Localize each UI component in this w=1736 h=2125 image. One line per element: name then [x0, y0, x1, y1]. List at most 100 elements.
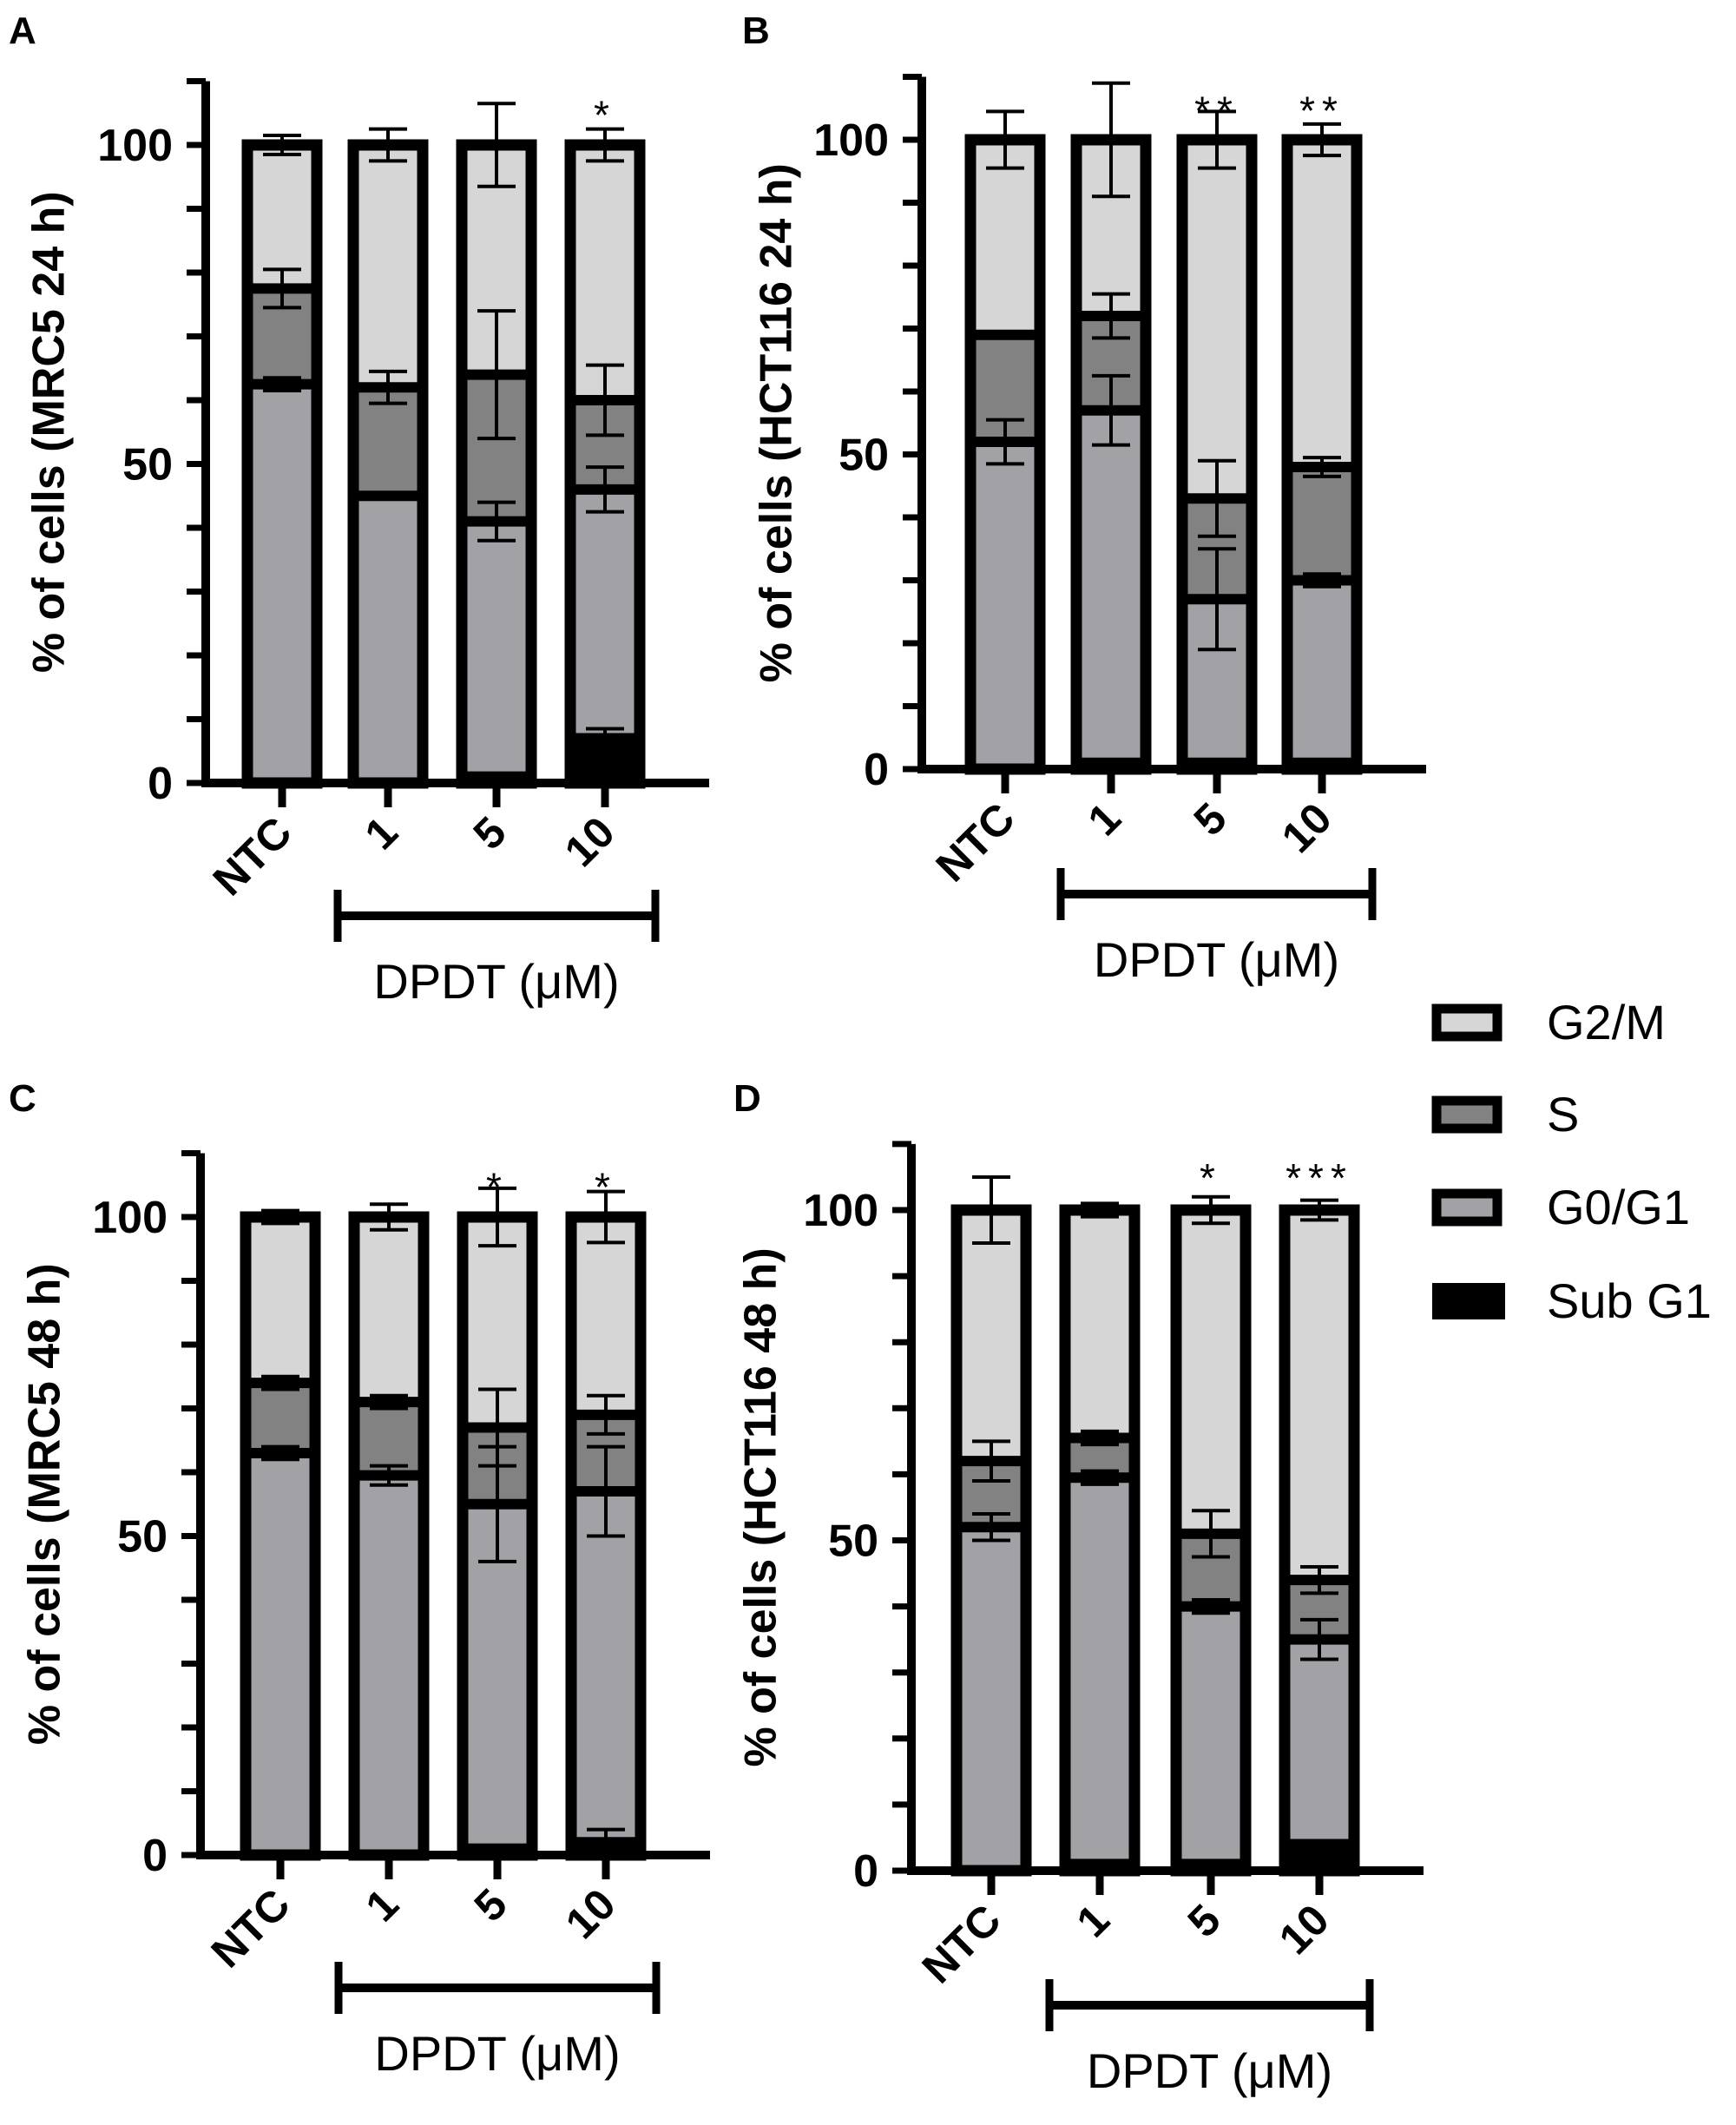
x-axis-title: DPDT (μM)	[1094, 932, 1339, 987]
bar-segment-g2-m	[354, 1217, 424, 1403]
bar-segment-g0-g1	[1076, 410, 1146, 763]
y-tick-label: 50	[117, 1512, 168, 1562]
y-axis-title: % of cells (MRC5 24 h)	[24, 191, 75, 673]
bar-10	[565, 1189, 647, 1861]
legend-label: G0/G1	[1547, 1180, 1690, 1234]
bar-5	[1170, 1194, 1252, 1877]
bar-segment-g2-m	[246, 1217, 315, 1384]
bar-segment-g2-m	[1065, 1210, 1134, 1438]
bar-segment-g2-m	[1285, 1210, 1354, 1581]
y-tick-label: 50	[838, 431, 889, 481]
significance-marker: *	[594, 93, 616, 138]
legend-label: S	[1547, 1087, 1579, 1141]
bar-segment-g2-m	[570, 145, 640, 400]
bar-1	[348, 1202, 430, 1861]
bar-10	[1281, 122, 1363, 775]
x-tick-label: NTC	[204, 807, 301, 905]
significance-marker: *	[486, 1165, 509, 1210]
x-tick-label: 10	[1270, 1895, 1338, 1964]
bar-segment-g0-g1	[246, 1452, 315, 1852]
x-axis-title: DPDT (μM)	[374, 2026, 620, 2081]
bar-5	[457, 1186, 538, 1861]
bar-NTC	[241, 133, 323, 789]
y-tick-label: 100	[813, 115, 889, 166]
bar-segment-g2-m	[957, 1210, 1026, 1462]
bar-1	[1070, 81, 1152, 775]
x-tick-label: 1	[357, 1879, 408, 1931]
bar-segment-s	[246, 1383, 315, 1453]
y-tick-label: 50	[122, 440, 173, 490]
x-tick-label: 5	[465, 1879, 516, 1931]
legend-label: G2/M	[1547, 995, 1666, 1049]
x-tick-label: NTC	[927, 793, 1024, 891]
y-tick-label: 50	[828, 1516, 878, 1567]
bar-segment-g2-m	[1176, 1210, 1246, 1534]
bar-segment-g0-g1	[957, 1527, 1026, 1868]
legend-item: G2/M	[1431, 995, 1666, 1049]
bar-segment-g2-m	[247, 145, 317, 289]
bar-segment-g0-g1	[247, 384, 317, 780]
x-tick-label: 10	[556, 807, 624, 876]
y-tick-label: 0	[853, 1846, 878, 1897]
panel-letter: A	[9, 10, 36, 52]
x-axis-title: DPDT (μM)	[373, 954, 619, 1009]
panel-c: C 0 50 100 % of cells (MRC5 48 h) NTC 1 5 * 10 * DP…	[9, 1077, 710, 2081]
legend: G2/M S G0/G1 Sub G1	[1431, 995, 1712, 1328]
y-axis-title: % of cells (HCT116 24 h)	[752, 163, 802, 682]
bar-segment-s	[354, 1402, 424, 1476]
bar-segment-g0-g1	[354, 1475, 424, 1855]
panel-letter: D	[733, 1077, 761, 1120]
significance-marker: ***	[1286, 1155, 1353, 1201]
bar-segment-g2-m	[353, 145, 423, 388]
bar-segment-g0-g1	[1287, 580, 1357, 763]
bar-segment-g2-m	[970, 140, 1040, 335]
legend-item: G0/G1	[1431, 1180, 1690, 1234]
bar-10	[1279, 1198, 1360, 1877]
bar-segment-g2-m	[1182, 140, 1252, 499]
legend-item: Sub G1	[1432, 1273, 1712, 1328]
bar-5	[456, 102, 537, 789]
legend-swatch	[1431, 1188, 1503, 1227]
x-tick-label: 10	[556, 1879, 625, 1948]
significance-marker: **	[1299, 89, 1345, 134]
bar-segment-s	[1287, 467, 1357, 581]
bar-NTC	[964, 109, 1046, 775]
bar-10	[564, 127, 646, 789]
bar-segment-s	[353, 387, 423, 497]
y-tick-label: 100	[803, 1186, 878, 1236]
bar-1	[1059, 1201, 1141, 1877]
bar-NTC	[950, 1174, 1032, 1877]
x-tick-label: 5	[464, 807, 516, 859]
bar-5	[1176, 109, 1258, 775]
panel-b: B 0 50 100% of cells (HCT116 24 h) NTC 1 5 ** 10…	[742, 10, 1426, 987]
x-tick-label: 10	[1272, 793, 1341, 862]
bar-segment-g0-g1	[970, 442, 1040, 766]
y-tick-label: 100	[97, 121, 173, 171]
x-axis-title: DPDT (μM)	[1087, 2043, 1332, 2098]
x-tick-label: NTC	[913, 1895, 1010, 1992]
x-tick-label: 1	[1079, 793, 1130, 845]
bar-segment-g2-m	[571, 1217, 641, 1415]
significance-marker: *	[595, 1165, 617, 1210]
bar-NTC	[240, 1208, 321, 1861]
y-tick-label: 0	[142, 1831, 168, 1881]
bar-segment-g0-g1	[571, 1491, 641, 1843]
legend-swatch	[1431, 1003, 1503, 1042]
bar-segment-g0-g1	[1176, 1606, 1246, 1865]
bar-segment-g0-g1	[570, 489, 640, 739]
panel-letter: B	[742, 10, 770, 52]
y-axis-title: % of cells (HCT116 48 h)	[736, 1247, 786, 1766]
panel-letter: C	[9, 1077, 36, 1120]
significance-marker: **	[1194, 89, 1240, 134]
legend-label: Sub G1	[1547, 1273, 1712, 1328]
x-tick-label: NTC	[202, 1879, 299, 1977]
y-tick-label: 0	[864, 745, 889, 795]
bar-segment-g0-g1	[1065, 1477, 1134, 1865]
significance-marker: *	[1200, 1155, 1222, 1201]
y-axis-title: % of cells (MRC5 48 h)	[20, 1263, 70, 1745]
bar-segment-g2-m	[1287, 140, 1357, 467]
panel-a: A 0 50 100 % of cells (MRC5 24 h) NTC 1 5 10 * DPD…	[9, 10, 709, 1009]
x-tick-label: 1	[356, 807, 407, 859]
y-tick-label: 0	[148, 759, 173, 809]
